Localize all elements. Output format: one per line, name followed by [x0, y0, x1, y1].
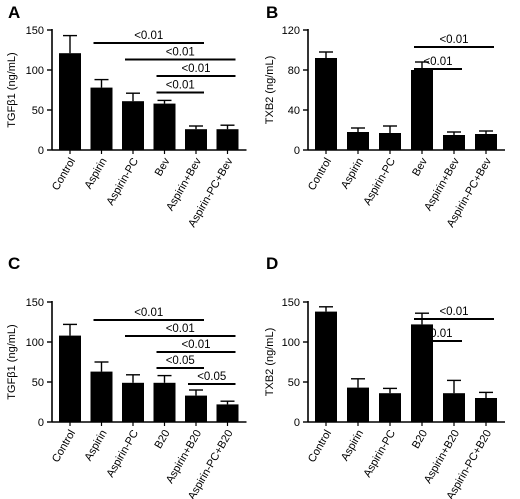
y-tick-label: 120: [282, 25, 300, 37]
y-tick-label: 50: [32, 377, 44, 389]
y-tick-label: 0: [38, 145, 44, 157]
bar: [475, 398, 497, 422]
y-axis-label: TXB2 (ng/mL): [264, 328, 276, 396]
significance-label: <0.01: [134, 30, 163, 42]
x-tick-label: Aspirin-PC: [104, 156, 141, 208]
x-tick-label: Control: [50, 428, 78, 465]
y-tick-label: 80: [288, 65, 300, 77]
y-tick-label: 150: [282, 297, 300, 309]
bar: [153, 103, 176, 150]
bar: [347, 387, 369, 422]
chart-panel-b: B 0 40 80 120 TXB2 (ng/mL) Control AspirinAspir…: [264, 3, 505, 229]
bar: [475, 134, 497, 150]
bar: [443, 135, 465, 150]
significance-label: <0.01: [423, 328, 452, 340]
bar: [90, 87, 113, 150]
y-tick-label: 40: [288, 105, 300, 117]
y-tick-label: 0: [294, 417, 300, 429]
significance-label: <0.01: [181, 63, 210, 75]
x-tick-label: Aspirin: [82, 428, 109, 463]
bar: [216, 129, 239, 150]
significance-label: <0.05: [197, 371, 226, 383]
bar: [185, 129, 207, 150]
y-tick-label: 150: [26, 25, 44, 37]
bar: [347, 132, 369, 150]
x-tick-label: Aspirin-PC: [361, 428, 398, 480]
bar: [122, 382, 144, 422]
bar: [59, 335, 81, 422]
x-tick-label: Bev: [153, 156, 173, 179]
x-tick-label: Aspirin: [339, 156, 366, 191]
panel-letter: D: [266, 254, 278, 273]
y-tick-label: 0: [38, 417, 44, 429]
y-tick-label: 100: [26, 65, 44, 77]
significance-label: <0.01: [134, 307, 163, 319]
x-tick-label: Control: [306, 156, 334, 193]
bar: [443, 393, 465, 422]
bar: [153, 382, 176, 422]
bar: [411, 324, 433, 422]
bar: [122, 101, 144, 150]
x-tick-label: B20: [410, 428, 430, 451]
x-tick-label: Control: [50, 156, 78, 193]
y-axis-label: TGFβ1 (ng/mL): [6, 324, 18, 399]
x-tick-label: Control: [306, 428, 334, 465]
y-tick-label: 0: [294, 145, 300, 157]
significance-label: <0.01: [166, 323, 195, 335]
significance-label: <0.01: [439, 306, 468, 318]
bar: [411, 70, 433, 150]
bar: [379, 133, 401, 150]
chart-panel-a: A 0 50 100 150 TGFβ1 (ng/mL) Control AspirinAsp…: [6, 3, 247, 229]
x-tick-label: Aspirin: [82, 156, 109, 191]
y-tick-label: 100: [26, 337, 44, 349]
x-tick-label: Aspirin: [339, 428, 366, 463]
panel-letter: C: [8, 254, 20, 273]
significance-label: <0.01: [423, 56, 452, 68]
bar: [379, 393, 401, 422]
chart-panel-d: D 0 50 100 150 TXB2 (ng/mL) Control AspirinAspi…: [264, 254, 505, 499]
y-axis-label: TGFβ1 (ng/mL): [6, 52, 18, 127]
bar: [185, 395, 207, 422]
significance-label: <0.01: [166, 80, 195, 92]
y-tick-label: 100: [282, 337, 300, 349]
x-tick-label: Aspirin-PC: [361, 156, 398, 208]
bar: [315, 58, 337, 150]
x-tick-label: B20: [152, 428, 172, 451]
x-tick-label: Aspirin-PC: [104, 428, 141, 480]
y-tick-label: 150: [26, 297, 44, 309]
bar: [90, 371, 113, 422]
y-tick-label: 50: [288, 377, 300, 389]
significance-label: <0.01: [181, 339, 210, 351]
bar: [216, 404, 239, 422]
significance-label: <0.01: [439, 34, 468, 46]
x-tick-label: Bev: [410, 156, 430, 179]
chart-panel-c: C 0 50 100 150 TGFβ1 (ng/mL) Control AspirinAsp…: [6, 254, 247, 499]
y-axis-label: TXB2 (ng/mL): [264, 56, 276, 124]
bar: [59, 53, 81, 151]
y-tick-label: 50: [32, 105, 44, 117]
significance-label: <0.05: [166, 355, 195, 367]
significance-label: <0.01: [166, 47, 195, 59]
panel-letter: B: [266, 3, 278, 22]
bar: [315, 311, 337, 422]
panel-letter: A: [8, 3, 20, 22]
